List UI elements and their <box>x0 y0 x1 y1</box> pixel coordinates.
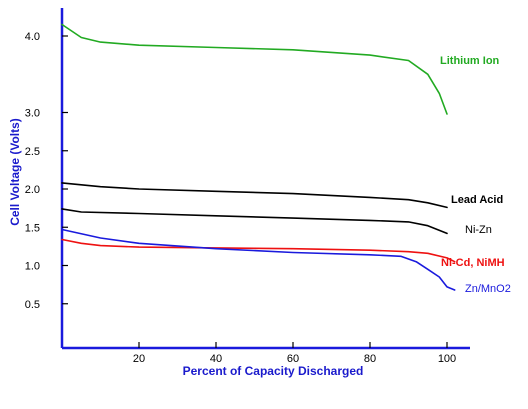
x-axis-title: Percent of Capacity Discharged <box>183 364 364 378</box>
series-label-lithium-ion: Lithium Ion <box>440 55 500 67</box>
y-tick-label: 1.5 <box>25 222 40 234</box>
x-tick-label: 60 <box>287 353 299 365</box>
series-line-ni-cd-nimh <box>61 238 456 263</box>
y-tick-label: 3.0 <box>25 108 40 120</box>
plot-area: 0.5 1.0 1.5 2.0 2.5 3.0 4.0 20 40 60 80 100 Lithium … <box>25 8 511 365</box>
series-line-lithium-ion <box>61 23 448 115</box>
series-label-ni-zn: Ni-Zn <box>465 224 492 236</box>
x-tick-label: 40 <box>210 353 222 365</box>
x-tick-label: 20 <box>133 353 145 365</box>
series-line-lead-acid <box>61 182 448 209</box>
y-axis-title: Cell Voltage (Volts) <box>8 118 22 226</box>
y-tick-label: 2.0 <box>25 184 40 196</box>
x-tick-label: 100 <box>438 353 456 365</box>
series-label-zn-mno2: Zn/MnO2 <box>465 283 511 295</box>
series-label-ni-cd-nimh: Ni-Cd, NiMH <box>441 257 505 269</box>
series-line-zn-mno2 <box>61 228 456 291</box>
series-label-lead-acid: Lead Acid <box>451 194 503 206</box>
y-tick-label: 0.5 <box>25 299 40 311</box>
x-tick-label: 80 <box>364 353 376 365</box>
y-tick-label: 1.0 <box>25 261 40 273</box>
y-tick-label: 2.5 <box>25 146 40 158</box>
y-tick-label: 4.0 <box>25 31 40 43</box>
series-line-ni-zn <box>61 208 448 235</box>
